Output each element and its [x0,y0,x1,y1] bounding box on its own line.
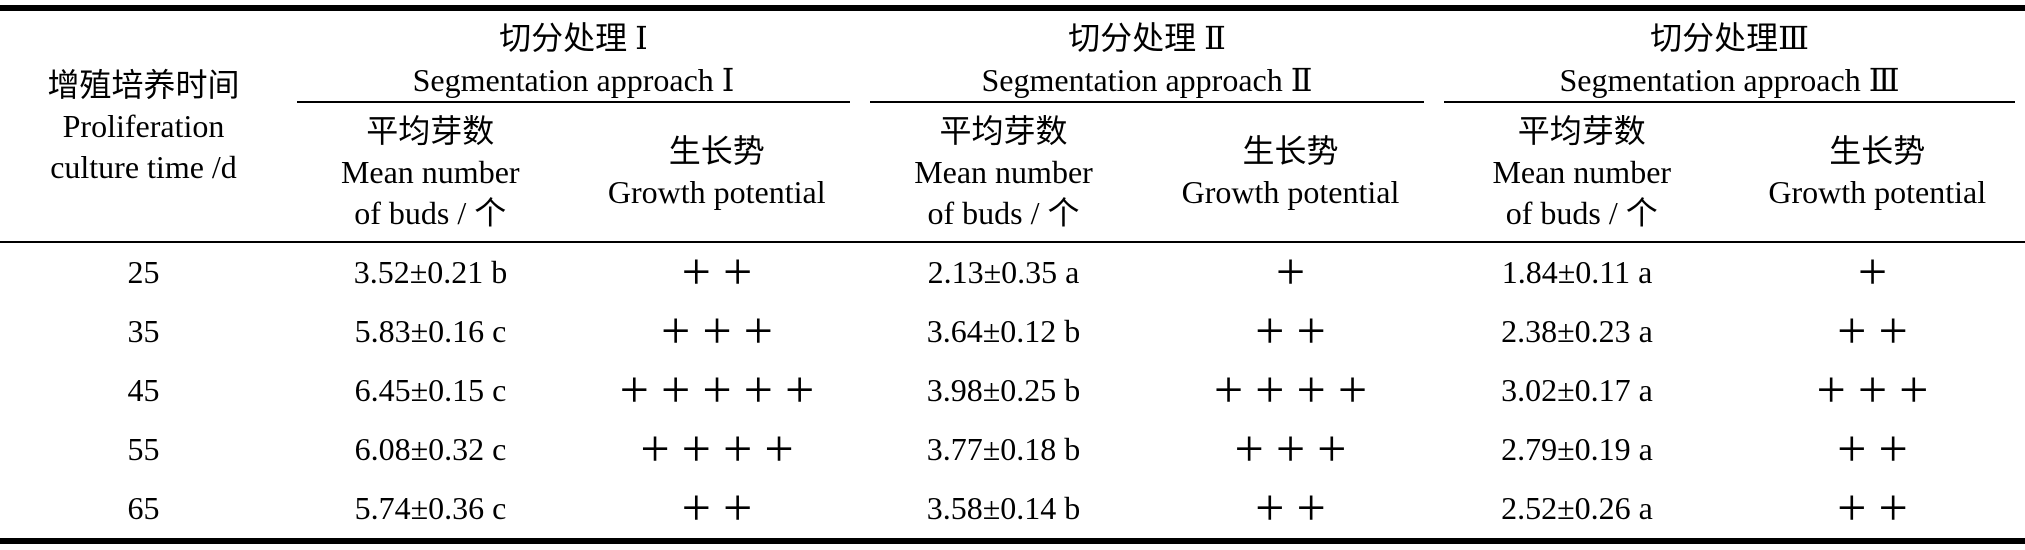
cell-g2-growth: +++ [1234,420,1359,478]
cell-g3-buds: 2.52±0.26 a [1501,489,1653,526]
group3-buds-label-en-line2: of buds / 个 [1505,194,1658,231]
cell-g1-growth: +++ [661,302,785,360]
cell-g3-growth: ++ [1837,479,1920,537]
cell-g2-buds: 3.58±0.14 b [926,489,1081,526]
cell-g1-growth: ++ [681,479,765,537]
group2-title-en: Segmentation approach Ⅱ [981,62,1313,98]
cell-g1-buds: 3.52±0.21 b [353,253,508,290]
group3-title-zh: 切分处理Ⅲ [1650,20,1809,56]
group3-title-en: Segmentation approach Ⅲ [1559,62,1900,98]
cell-g3-growth: ++ [1837,302,1920,360]
group2-spanner-line [870,101,1424,103]
cell-g1-buds: 6.45±0.15 c [354,371,507,408]
cell-g3-buds: 1.84±0.11 a [1501,253,1653,290]
group2-growth-label-zh: 生长势 [1242,133,1339,169]
group1-buds-label-en-line2: of buds / 个 [354,194,507,231]
group1-growth-header: 生长势 Growth potential [574,103,861,241]
cell-g3-growth: ++ [1837,420,1920,478]
group2-buds-label-en-line2: of buds / 个 [927,194,1080,231]
cell-g3-growth: + [1857,243,1900,301]
group-title-approach-1: 切分处理 Ⅰ Segmentation approach Ⅰ [287,11,860,101]
cell-g1-growth: +++++ [619,361,827,419]
group-header-approach-2: 切分处理 Ⅱ Segmentation approach Ⅱ 平均芽数 Mean… [860,11,1434,241]
group-title-approach-3: 切分处理Ⅲ Segmentation approach Ⅲ [1434,11,2025,101]
group2-title-zh: 切分处理 Ⅱ [1068,20,1226,56]
cell-time: 25 [127,253,160,290]
cell-g1-buds: 5.83±0.16 c [354,312,507,349]
group3-subheaders: 平均芽数 Mean number of buds / 个 生长势 Growth … [1434,103,2025,241]
group3-spanner-line [1444,101,2015,103]
cell-g1-buds: 6.08±0.32 c [354,430,507,467]
cell-g3-growth: +++ [1816,361,1941,419]
group1-buds-label-zh: 平均芽数 [366,112,495,149]
group2-growth-label-en: Growth potential [1181,174,1400,210]
group1-subheaders: 平均芽数 Mean number of buds / 个 生长势 Growth … [287,103,860,241]
group1-title-zh: 切分处理 Ⅰ [499,20,648,56]
group2-subheaders: 平均芽数 Mean number of buds / 个 生长势 Growth … [860,103,1434,241]
cell-g1-buds: 5.74±0.36 c [354,489,507,526]
cell-g2-growth: ++ [1255,302,1338,360]
group1-growth-label-zh: 生长势 [668,133,765,169]
cell-g2-buds: 3.77±0.18 b [926,430,1081,467]
table-body: 25 3.52±0.21 b ++ 2.13±0.35 a + 1.84±0.1… [0,243,2025,538]
cell-g2-growth: ++++ [1213,361,1380,419]
table-top-border [0,5,2025,11]
group2-buds-label-en-line1: Mean number [914,153,1093,190]
table-bottom-border [0,538,2025,544]
cell-g2-buds: 2.13±0.35 a [927,253,1080,290]
group-header-approach-1: 切分处理 Ⅰ Segmentation approach Ⅰ 平均芽数 Mean… [287,11,860,241]
header-divider-line [0,241,2025,243]
group1-title-en: Segmentation approach Ⅰ [412,62,735,98]
group3-growth-header: 生长势 Growth potential [1730,103,2025,241]
cell-g2-buds: 3.98±0.25 b [926,371,1081,408]
group3-growth-label-zh: 生长势 [1829,133,1926,169]
cell-g3-buds: 2.79±0.19 a [1501,430,1653,467]
cell-g1-growth: ++++ [640,420,806,478]
cell-g2-buds: 3.64±0.12 b [926,312,1081,349]
cell-time: 55 [127,430,160,467]
group3-buds-header: 平均芽数 Mean number of buds / 个 [1434,103,1730,241]
group-header-approach-3: 切分处理Ⅲ Segmentation approach Ⅲ 平均芽数 Mean … [1434,11,2025,241]
group1-buds-label-en-line1: Mean number [340,153,520,190]
table-header: 增殖培养时间 Proliferation culture time /d 切分处… [0,11,2025,241]
group3-growth-label-en: Growth potential [1768,174,1987,210]
group2-buds-header: 平均芽数 Mean number of buds / 个 [860,103,1147,241]
column-header-culture-time: 增殖培养时间 Proliferation culture time /d [0,11,287,241]
group2-buds-label-zh: 平均芽数 [939,112,1068,149]
group2-growth-header: 生长势 Growth potential [1147,103,1434,241]
group1-buds-header: 平均芽数 Mean number of buds / 个 [287,103,574,241]
culture-time-label-zh: 增殖培养时间 [47,66,240,103]
group-title-approach-2: 切分处理 Ⅱ Segmentation approach Ⅱ [860,11,1434,101]
group1-spanner-line [297,101,850,103]
group3-buds-label-en-line1: Mean number [1492,153,1672,190]
cell-time: 65 [127,489,160,526]
cell-g3-buds: 3.02±0.17 a [1501,371,1653,408]
cell-g2-growth: ++ [1255,479,1338,537]
culture-time-label-en-line2: culture time /d [50,148,237,185]
cell-g3-buds: 2.38±0.23 a [1501,312,1653,349]
cell-time: 35 [127,312,160,349]
cell-time: 45 [127,371,160,408]
cell-g1-growth: ++ [681,243,765,301]
culture-time-label-en-line1: Proliferation [62,107,225,144]
group1-growth-label-en: Growth potential [607,174,826,210]
cell-g2-growth: + [1275,243,1318,301]
group3-buds-label-zh: 平均芽数 [1517,112,1646,149]
